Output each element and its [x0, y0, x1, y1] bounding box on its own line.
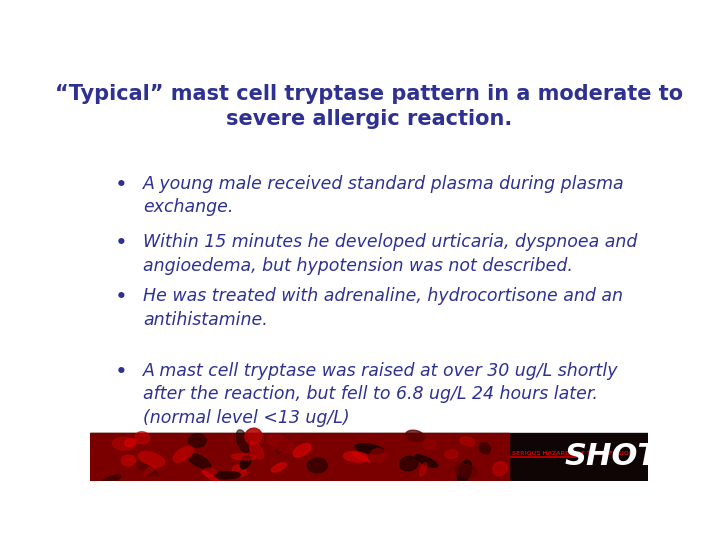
Ellipse shape [420, 462, 427, 476]
Ellipse shape [144, 465, 156, 474]
Ellipse shape [343, 451, 368, 462]
Ellipse shape [125, 438, 135, 447]
Ellipse shape [267, 435, 296, 453]
Text: •: • [114, 175, 127, 195]
Ellipse shape [189, 434, 206, 447]
Ellipse shape [240, 455, 251, 469]
Text: •: • [114, 233, 127, 253]
Text: He was treated with adrenaline, hydrocortisone and an
antihistamine.: He was treated with adrenaline, hydrocor… [143, 287, 623, 328]
Ellipse shape [138, 451, 165, 467]
Ellipse shape [231, 454, 256, 460]
Ellipse shape [249, 442, 264, 459]
Ellipse shape [479, 443, 490, 454]
Ellipse shape [454, 464, 477, 478]
Ellipse shape [112, 437, 136, 450]
Ellipse shape [236, 430, 249, 453]
Text: SERIOUS HAZARDS OF TRANSFUSION: SERIOUS HAZARDS OF TRANSFUSION [513, 451, 634, 456]
Ellipse shape [135, 431, 150, 444]
Bar [90, 433, 648, 481]
Ellipse shape [174, 447, 193, 462]
Text: A young male received standard plasma during plasma
exchange.: A young male received standard plasma du… [143, 175, 625, 217]
Ellipse shape [203, 468, 217, 476]
Text: SHOT: SHOT [564, 442, 659, 471]
Ellipse shape [405, 430, 425, 442]
Ellipse shape [492, 462, 507, 476]
Ellipse shape [233, 465, 246, 477]
Text: •: • [114, 362, 127, 382]
Ellipse shape [352, 453, 370, 462]
Text: •: • [114, 287, 127, 307]
Ellipse shape [102, 475, 121, 484]
Ellipse shape [355, 444, 384, 454]
Ellipse shape [423, 440, 436, 450]
Ellipse shape [460, 437, 475, 446]
Ellipse shape [276, 437, 289, 454]
Ellipse shape [293, 444, 311, 457]
Ellipse shape [214, 471, 240, 479]
Ellipse shape [307, 458, 328, 473]
Ellipse shape [445, 450, 458, 458]
Ellipse shape [457, 460, 472, 483]
Bar [90, 433, 508, 481]
Ellipse shape [187, 453, 211, 469]
Ellipse shape [370, 449, 387, 462]
Ellipse shape [245, 428, 262, 444]
Ellipse shape [415, 455, 438, 468]
Ellipse shape [121, 455, 135, 466]
Ellipse shape [136, 463, 158, 476]
Text: Within 15 minutes he developed urticaria, dyspnoea and
angioedema, but hypotensi: Within 15 minutes he developed urticaria… [143, 233, 637, 274]
Ellipse shape [271, 463, 287, 472]
Text: “Typical” mast cell tryptase pattern in a moderate to
severe allergic reaction.: “Typical” mast cell tryptase pattern in … [55, 84, 683, 129]
Text: A mast cell tryptase was raised at over 30 ug/L shortly
after the reaction, but : A mast cell tryptase was raised at over … [143, 362, 618, 427]
Ellipse shape [202, 471, 221, 483]
Ellipse shape [400, 456, 418, 471]
